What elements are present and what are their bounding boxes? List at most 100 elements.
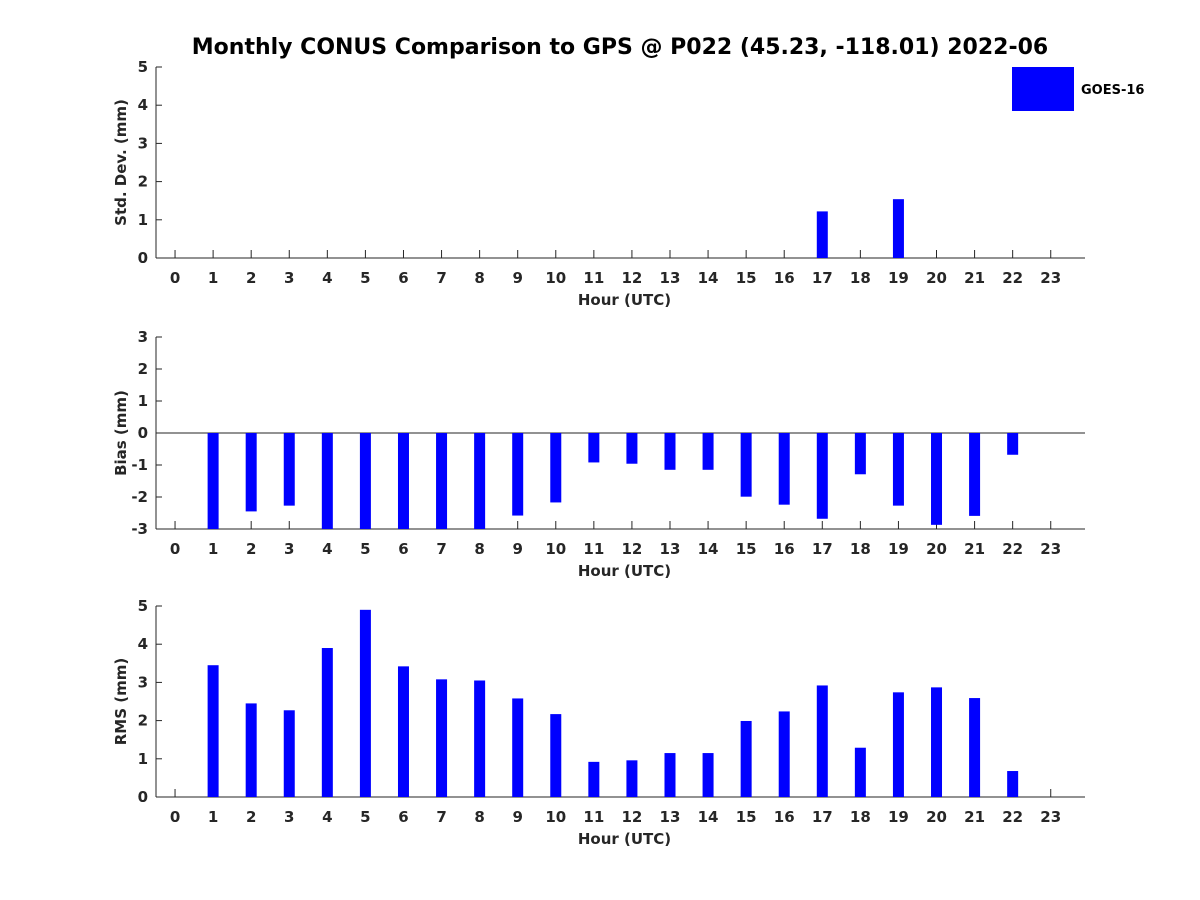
bar-rms-hour-4 (321, 648, 333, 797)
x-tick-label: 2 (246, 808, 256, 826)
bar-bias-hour-17 (816, 433, 828, 519)
bar-rms-hour-22 (1007, 771, 1019, 797)
x-tick-label: 21 (964, 540, 985, 558)
x-tick-label: 10 (545, 540, 566, 558)
y-tick-label: 2 (138, 173, 148, 191)
x-tick-label: 9 (512, 540, 522, 558)
legend-swatch-goes-16 (1012, 67, 1074, 111)
bar-bias-hour-12 (626, 433, 638, 464)
x-tick-label: 19 (888, 540, 909, 558)
x-tick-label: 11 (583, 269, 604, 287)
x-tick-label: 1 (208, 540, 218, 558)
x-tick-label: 8 (474, 808, 484, 826)
x-tick-label: 18 (850, 540, 871, 558)
bar-rms-hour-10 (550, 714, 562, 797)
bar-bias-hour-13 (664, 433, 676, 470)
x-tick-label: 20 (926, 269, 947, 287)
bars-rms (207, 609, 1019, 797)
x-tick-label: 16 (774, 808, 795, 826)
bars-std (816, 199, 904, 258)
y-tick-label: 0 (138, 424, 148, 442)
bar-bias-hour-11 (588, 433, 600, 463)
x-tick-label: 23 (1040, 269, 1061, 287)
x-tick-label: 2 (246, 269, 256, 287)
x-tick-label: 3 (284, 808, 294, 826)
bar-rms-hour-3 (283, 710, 295, 797)
y-tick-label: 1 (138, 211, 148, 229)
bar-bias-hour-20 (931, 433, 943, 525)
x-tick-label: 9 (512, 269, 522, 287)
x-tick-label: 4 (322, 269, 332, 287)
x-tick-label: 10 (545, 269, 566, 287)
x-tick-label: 9 (512, 808, 522, 826)
x-tick-label: 12 (621, 540, 642, 558)
legend: GOES-16 (1012, 67, 1144, 111)
y-axis-label: Std. Dev. (mm) (112, 99, 130, 226)
chart-title: Monthly CONUS Comparison to GPS @ P022 (… (192, 35, 1048, 60)
bar-bias-hour-10 (550, 433, 562, 503)
x-tick-label: 11 (583, 808, 604, 826)
x-tick-label: 3 (284, 540, 294, 558)
y-tick-label: 4 (138, 96, 148, 114)
bar-rms-hour-17 (816, 685, 828, 797)
x-tick-label: 12 (621, 808, 642, 826)
bar-bias-hour-4 (321, 433, 333, 529)
y-tick-label: 0 (138, 788, 148, 806)
x-tick-label: 12 (621, 269, 642, 287)
bar-rms-hour-8 (474, 680, 486, 797)
x-tick-label: 22 (1002, 540, 1023, 558)
bar-rms-hour-6 (397, 666, 409, 797)
y-tick-label: 2 (138, 360, 148, 378)
bar-bias-hour-16 (778, 433, 790, 505)
x-tick-label: 14 (698, 269, 719, 287)
bar-rms-hour-11 (588, 761, 600, 797)
x-tick-label: 6 (398, 808, 408, 826)
x-tick-label: 10 (545, 808, 566, 826)
y-tick-label: 3 (138, 673, 148, 691)
x-tick-label: 23 (1040, 808, 1061, 826)
x-tick-label: 13 (660, 808, 681, 826)
bar-bias-hour-21 (969, 433, 981, 516)
x-tick-label: 22 (1002, 808, 1023, 826)
bar-bias-hour-6 (397, 433, 409, 529)
y-tick-label: -2 (131, 488, 148, 506)
y-tick-label: 0 (138, 249, 148, 267)
bar-bias-hour-8 (474, 433, 486, 529)
x-tick-label: 6 (398, 269, 408, 287)
bar-rms-hour-2 (245, 703, 257, 797)
bar-rms-hour-1 (207, 665, 219, 797)
y-tick-label: 3 (138, 134, 148, 152)
x-tick-label: 17 (812, 269, 833, 287)
x-tick-label: 20 (926, 808, 947, 826)
x-tick-label: 17 (812, 540, 833, 558)
x-tick-label: 23 (1040, 540, 1061, 558)
y-tick-label: 4 (138, 635, 148, 653)
y-tick-label: 2 (138, 712, 148, 730)
y-tick-label: 3 (138, 328, 148, 346)
x-tick-label: 5 (360, 269, 370, 287)
bar-bias-hour-18 (854, 433, 866, 475)
x-tick-label: 15 (736, 808, 757, 826)
x-tick-label: 19 (888, 808, 909, 826)
x-axis-label: Hour (UTC) (578, 291, 671, 309)
bar-rms-hour-20 (931, 687, 943, 797)
x-tick-label: 5 (360, 540, 370, 558)
bar-bias-hour-14 (702, 433, 714, 470)
bar-std-hour-17 (816, 211, 828, 258)
x-tick-label: 13 (660, 540, 681, 558)
x-tick-label: 4 (322, 540, 332, 558)
bar-bias-hour-9 (512, 433, 524, 516)
y-axis-label: RMS (mm) (112, 658, 130, 745)
x-tick-label: 7 (436, 808, 446, 826)
y-tick-label: 5 (138, 58, 148, 76)
bar-bias-hour-22 (1007, 433, 1019, 455)
y-tick-label: -3 (131, 520, 148, 538)
bar-rms-hour-9 (512, 698, 524, 797)
x-tick-label: 7 (436, 540, 446, 558)
x-tick-label: 1 (208, 808, 218, 826)
bar-bias-hour-2 (245, 433, 257, 512)
x-tick-label: 15 (736, 269, 757, 287)
